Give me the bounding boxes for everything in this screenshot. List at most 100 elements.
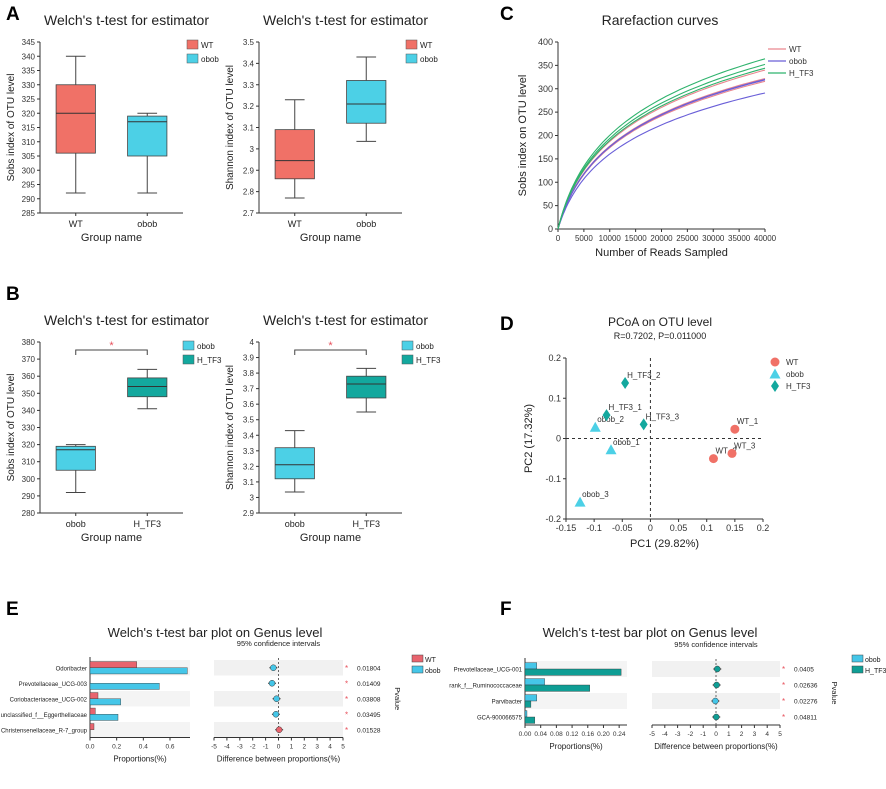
y-tick-label: 330 — [22, 424, 36, 433]
legend-swatch — [851, 654, 864, 663]
y-tick-label: 3.2 — [243, 462, 255, 471]
significance-star: * — [345, 695, 348, 704]
ci-tick-label: 1 — [727, 731, 731, 738]
point-label: H_TF3_3 — [646, 412, 680, 421]
legend-label: WT — [201, 41, 214, 50]
chart-f-genus-bars: Welch's t-test bar plot on Genus level ob… — [449, 625, 886, 751]
y-tick-label: -0.1 — [545, 474, 561, 484]
y-tick-label: 3.3 — [243, 81, 255, 90]
x-axis-title: Group name — [300, 232, 361, 244]
category-label: Prevotellaceae_UCG-001 — [454, 668, 523, 674]
legend-swatch — [411, 654, 424, 663]
y-tick-label: 310 — [22, 458, 36, 467]
x-tick-label: 0.6 — [165, 744, 174, 751]
y-tick-label: 3.3 — [243, 447, 255, 456]
scatter-point-obob-1 — [605, 444, 617, 455]
box-wt — [274, 129, 315, 180]
x-tick-label: 5000 — [575, 234, 593, 243]
ci-tick-label: 0 — [277, 744, 281, 751]
y-tick-label: 300 — [22, 475, 36, 484]
p-value: 0.02276 — [794, 699, 818, 706]
scatter-point-obob-3 — [574, 496, 586, 507]
p-value: 0.01804 — [357, 665, 381, 672]
panel-label-d: D — [500, 314, 514, 335]
box-obob — [127, 115, 168, 157]
scatter-point-h-tf3-1 — [602, 409, 611, 422]
rarefaction-line-h_tf3 — [557, 67, 766, 230]
rarefaction-line-wt — [557, 69, 766, 230]
ci-tick-label: -4 — [662, 731, 668, 738]
y-axis-title: Sobs index of OTU level — [6, 374, 17, 482]
y-tick-label: 400 — [538, 37, 553, 47]
y-tick-label: 305 — [22, 152, 36, 161]
significance-star: * — [782, 713, 785, 722]
box-h_tf3 — [346, 375, 387, 399]
legend-swatch — [401, 354, 414, 365]
chart-b1-sobs-box: Welch's t-test for estimator 280 290 300 310… — [6, 312, 222, 544]
chart-title: Rarefaction curves — [602, 12, 719, 28]
y-tick-label: -0.2 — [545, 514, 561, 524]
bar-h-tf3 — [524, 700, 532, 708]
point-label: obob_2 — [597, 415, 624, 424]
box-obob — [55, 445, 96, 471]
y-tick-label: 320 — [22, 441, 36, 450]
x-axis-title: PC1 (29.82%) — [630, 538, 699, 550]
bar-obob — [524, 678, 545, 686]
panel-label-c: C — [500, 4, 514, 25]
y-tick-label: 340 — [22, 406, 36, 415]
point-label: WT_2 — [715, 447, 737, 456]
x-tick-label: 20000 — [650, 234, 673, 243]
ci-point — [268, 680, 276, 687]
point-label: obob_1 — [613, 438, 640, 447]
x-tick-label: 0.05 — [670, 523, 688, 533]
legend-label: WT — [425, 657, 437, 664]
x-tick-label: 30000 — [702, 234, 725, 243]
x-tick-label: -0.05 — [612, 523, 633, 533]
panel-label-a: A — [6, 4, 20, 25]
x-axis-title: Number of Reads Sampled — [595, 247, 728, 259]
legend-label: obob — [789, 57, 807, 66]
significance-star: * — [782, 681, 785, 690]
y-tick-label: 3.4 — [243, 431, 255, 440]
point-label: obob_3 — [582, 490, 609, 499]
chart-a1-sobs-box: Welch's t-test for estimator 285 290 295 300… — [6, 12, 219, 244]
x-tick-label: 0.00 — [519, 731, 532, 738]
rarefaction-line-obob — [557, 79, 766, 230]
ci-axis-title: Difference between proportions(%) — [217, 755, 341, 764]
legend-label: H_TF3 — [865, 668, 886, 675]
y-tick-label: 2.8 — [243, 188, 255, 197]
ci-tick-label: -3 — [675, 731, 681, 738]
ci-tick-label: -2 — [250, 744, 256, 751]
ci-title: 95% confidence intervals — [674, 640, 758, 649]
legend-label: obob — [416, 342, 434, 351]
legend-marker — [771, 380, 779, 392]
y-tick-label: 3.7 — [243, 385, 255, 394]
y-tick-label: 310 — [22, 138, 36, 147]
x-tick-label: obob — [285, 519, 305, 529]
y-tick-label: 200 — [538, 131, 553, 141]
legend-swatch — [411, 665, 424, 674]
x-tick-label: 0 — [556, 234, 561, 243]
legend-label: obob — [786, 370, 804, 379]
y-tick-label: 360 — [22, 372, 36, 381]
ci-point — [713, 713, 720, 721]
category-label: rank_f__Ruminococcaceae — [449, 684, 522, 690]
legend-swatch — [405, 53, 418, 64]
y-tick-label: 285 — [22, 209, 36, 218]
pvalue-axis-title: Pvalue — [830, 682, 839, 705]
y-tick-label: 2.9 — [243, 509, 255, 518]
box-obob — [274, 447, 315, 480]
legend-label: obob — [425, 668, 441, 675]
y-tick-label: 3.2 — [243, 102, 255, 111]
bar-wt — [89, 661, 137, 668]
significance-bracket — [75, 349, 148, 355]
ci-tick-label: 1 — [290, 744, 294, 751]
x-tick-label: 0.16 — [581, 731, 594, 738]
rarefaction-line-obob — [557, 92, 766, 230]
legend-marker — [770, 357, 780, 367]
x-tick-label: 0 — [648, 523, 653, 533]
box-wt — [55, 84, 96, 154]
y-tick-label: 370 — [22, 355, 36, 364]
ci-tick-label: -1 — [700, 731, 706, 738]
